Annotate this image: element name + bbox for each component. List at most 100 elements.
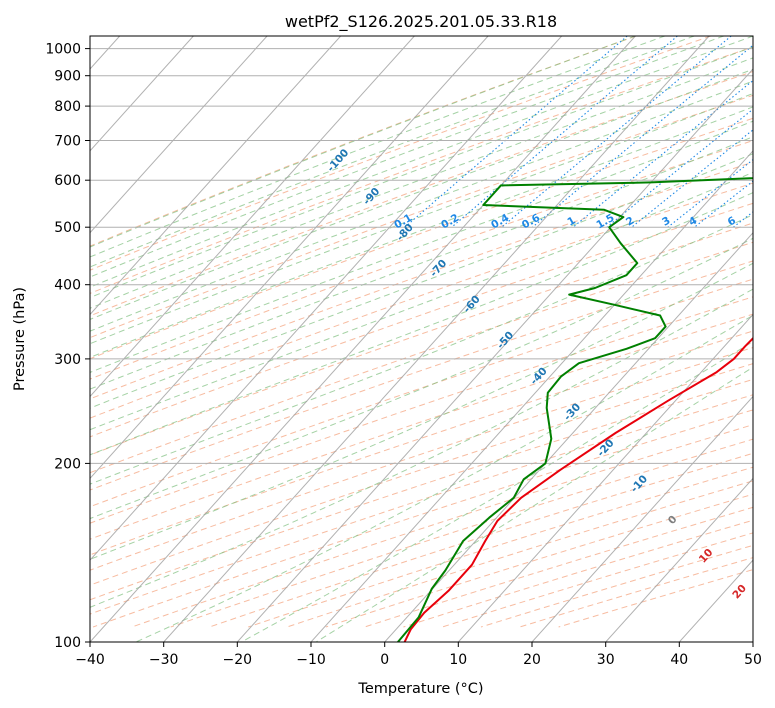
moist-adiabat-line	[90, 46, 753, 299]
y-tick-label: 700	[54, 134, 81, 150]
isotherm-line	[236, 68, 753, 642]
x-tick-label: 50	[744, 652, 762, 668]
dry-adiabat-line	[90, 278, 753, 508]
dry-adiabat-line	[90, 202, 753, 438]
dry-adiabat-line	[90, 363, 753, 586]
y-tick-label: 500	[54, 220, 81, 236]
dry-adiabat-line	[131, 424, 753, 628]
mixing-ratio-line	[762, 36, 775, 227]
x-tick-label: −30	[149, 652, 179, 668]
isotherm-label: -50	[495, 329, 517, 351]
x-tick-label: −40	[75, 652, 105, 668]
dry-adiabat-line	[90, 70, 753, 317]
dry-adiabat-line	[90, 36, 637, 247]
mixing-ratio-label: 3	[660, 215, 672, 229]
isotherm-label: -40	[528, 365, 550, 387]
y-tick-label: 300	[54, 352, 81, 368]
isotherm-label: 30	[764, 618, 775, 637]
pressure-gridlines	[90, 48, 753, 642]
dry-adiabat-line	[90, 161, 753, 400]
moist-adiabat-line	[135, 314, 753, 642]
moist-adiabat-line	[90, 106, 753, 358]
dry-adiabat-line	[90, 222, 753, 456]
y-axis: 1000 900 800 700 600 500 400 300 200 100	[45, 42, 90, 651]
y-tick-label: 800	[54, 99, 81, 115]
dry-adiabats	[90, 36, 753, 628]
isotherm-line	[90, 36, 489, 480]
profile-line	[397, 177, 753, 642]
moist-adiabat-line	[90, 237, 753, 520]
moist-adiabat-line	[90, 36, 724, 278]
dry-adiabat-line	[364, 506, 753, 628]
x-tick-label: 40	[670, 652, 688, 668]
y-tick-label: 1000	[45, 42, 81, 58]
isotherm-line	[90, 36, 563, 561]
profile-line	[403, 336, 753, 642]
mixing-ratio-line	[606, 108, 753, 228]
moist-adiabat-line	[90, 262, 753, 560]
x-tick-label: −20	[223, 652, 253, 668]
plot-frame	[89, 35, 754, 643]
dry-adiabat-line	[90, 46, 753, 294]
isotherm-line	[90, 36, 342, 316]
dry-adiabat-line	[90, 260, 753, 491]
isotherm-line	[90, 36, 636, 642]
y-tick-label: 100	[54, 635, 81, 651]
mixing-ratio-lines	[404, 36, 775, 228]
moist-adiabat-line	[90, 36, 666, 258]
isotherm-label: -70	[428, 257, 450, 279]
mixing-ratio-label: 0.2	[439, 212, 461, 232]
y-axis-title: Pressure (hPa)	[12, 287, 28, 391]
moist-adiabat-line	[90, 68, 753, 320]
moist-adiabat-line	[90, 171, 753, 431]
x-tick-label: 10	[449, 652, 467, 668]
dry-adiabat-line	[90, 378, 753, 601]
isotherm-line	[90, 36, 415, 398]
isotherm-label: 20	[730, 582, 749, 601]
dry-adiabat-line	[90, 313, 753, 540]
moist-adiabat-line	[90, 36, 695, 268]
y-tick-label: 600	[54, 173, 81, 189]
mixing-ratio-label: 1.5	[594, 212, 616, 232]
x-axis-title: Temperature (°C)	[357, 681, 483, 697]
isotherm-line	[90, 36, 194, 152]
isotherm-line	[752, 641, 753, 642]
chart-title: wetPf2_S126.2025.201.05.33.R18	[285, 12, 557, 32]
dry-adiabat-line	[480, 544, 753, 628]
mixing-ratio-labels: 0.10.20.40.611.52346810131620253036	[392, 212, 766, 232]
isotherm-label: -10	[628, 473, 650, 495]
dry-adiabat-line	[90, 330, 753, 556]
isotherm-label: -90	[361, 186, 383, 208]
isotherm-label: -30	[562, 401, 584, 423]
isotherms	[90, 36, 753, 642]
dry-adiabat-line	[90, 346, 753, 571]
isotherm-label: 0	[666, 513, 680, 526]
profile-series	[397, 177, 753, 642]
isotherm-line	[310, 150, 753, 642]
dry-adiabat-line	[90, 117, 753, 360]
isotherm-line	[531, 395, 753, 642]
moist-adiabat-line	[241, 340, 753, 642]
mixing-ratio-line	[694, 180, 753, 228]
y-tick-label: 400	[54, 278, 81, 294]
dry-adiabat-line	[90, 36, 711, 271]
mixing-ratio-line	[532, 44, 753, 228]
x-axis: −40 −30 −20 −10 0 10 20 30 40 50	[75, 642, 762, 668]
isotherm-label: -100	[325, 147, 352, 175]
moist-adiabat-line	[90, 36, 753, 288]
y-tick-label: 900	[54, 69, 81, 85]
mixing-ratio-line	[404, 36, 628, 228]
mixing-ratio-line	[572, 79, 753, 228]
isotherm-label: 10	[697, 547, 716, 566]
dry-adiabat-line	[90, 94, 753, 339]
x-tick-label: 30	[597, 652, 615, 668]
x-tick-label: 0	[380, 652, 389, 668]
isotherm-line	[163, 36, 710, 642]
isotherm-line	[90, 36, 268, 234]
y-tick-label: 200	[54, 456, 81, 472]
mixing-ratio-label: 0.4	[489, 212, 511, 232]
dry-adiabat-line	[286, 480, 753, 628]
x-tick-label: 20	[523, 652, 541, 668]
mixing-ratio-label: 8	[754, 215, 766, 229]
